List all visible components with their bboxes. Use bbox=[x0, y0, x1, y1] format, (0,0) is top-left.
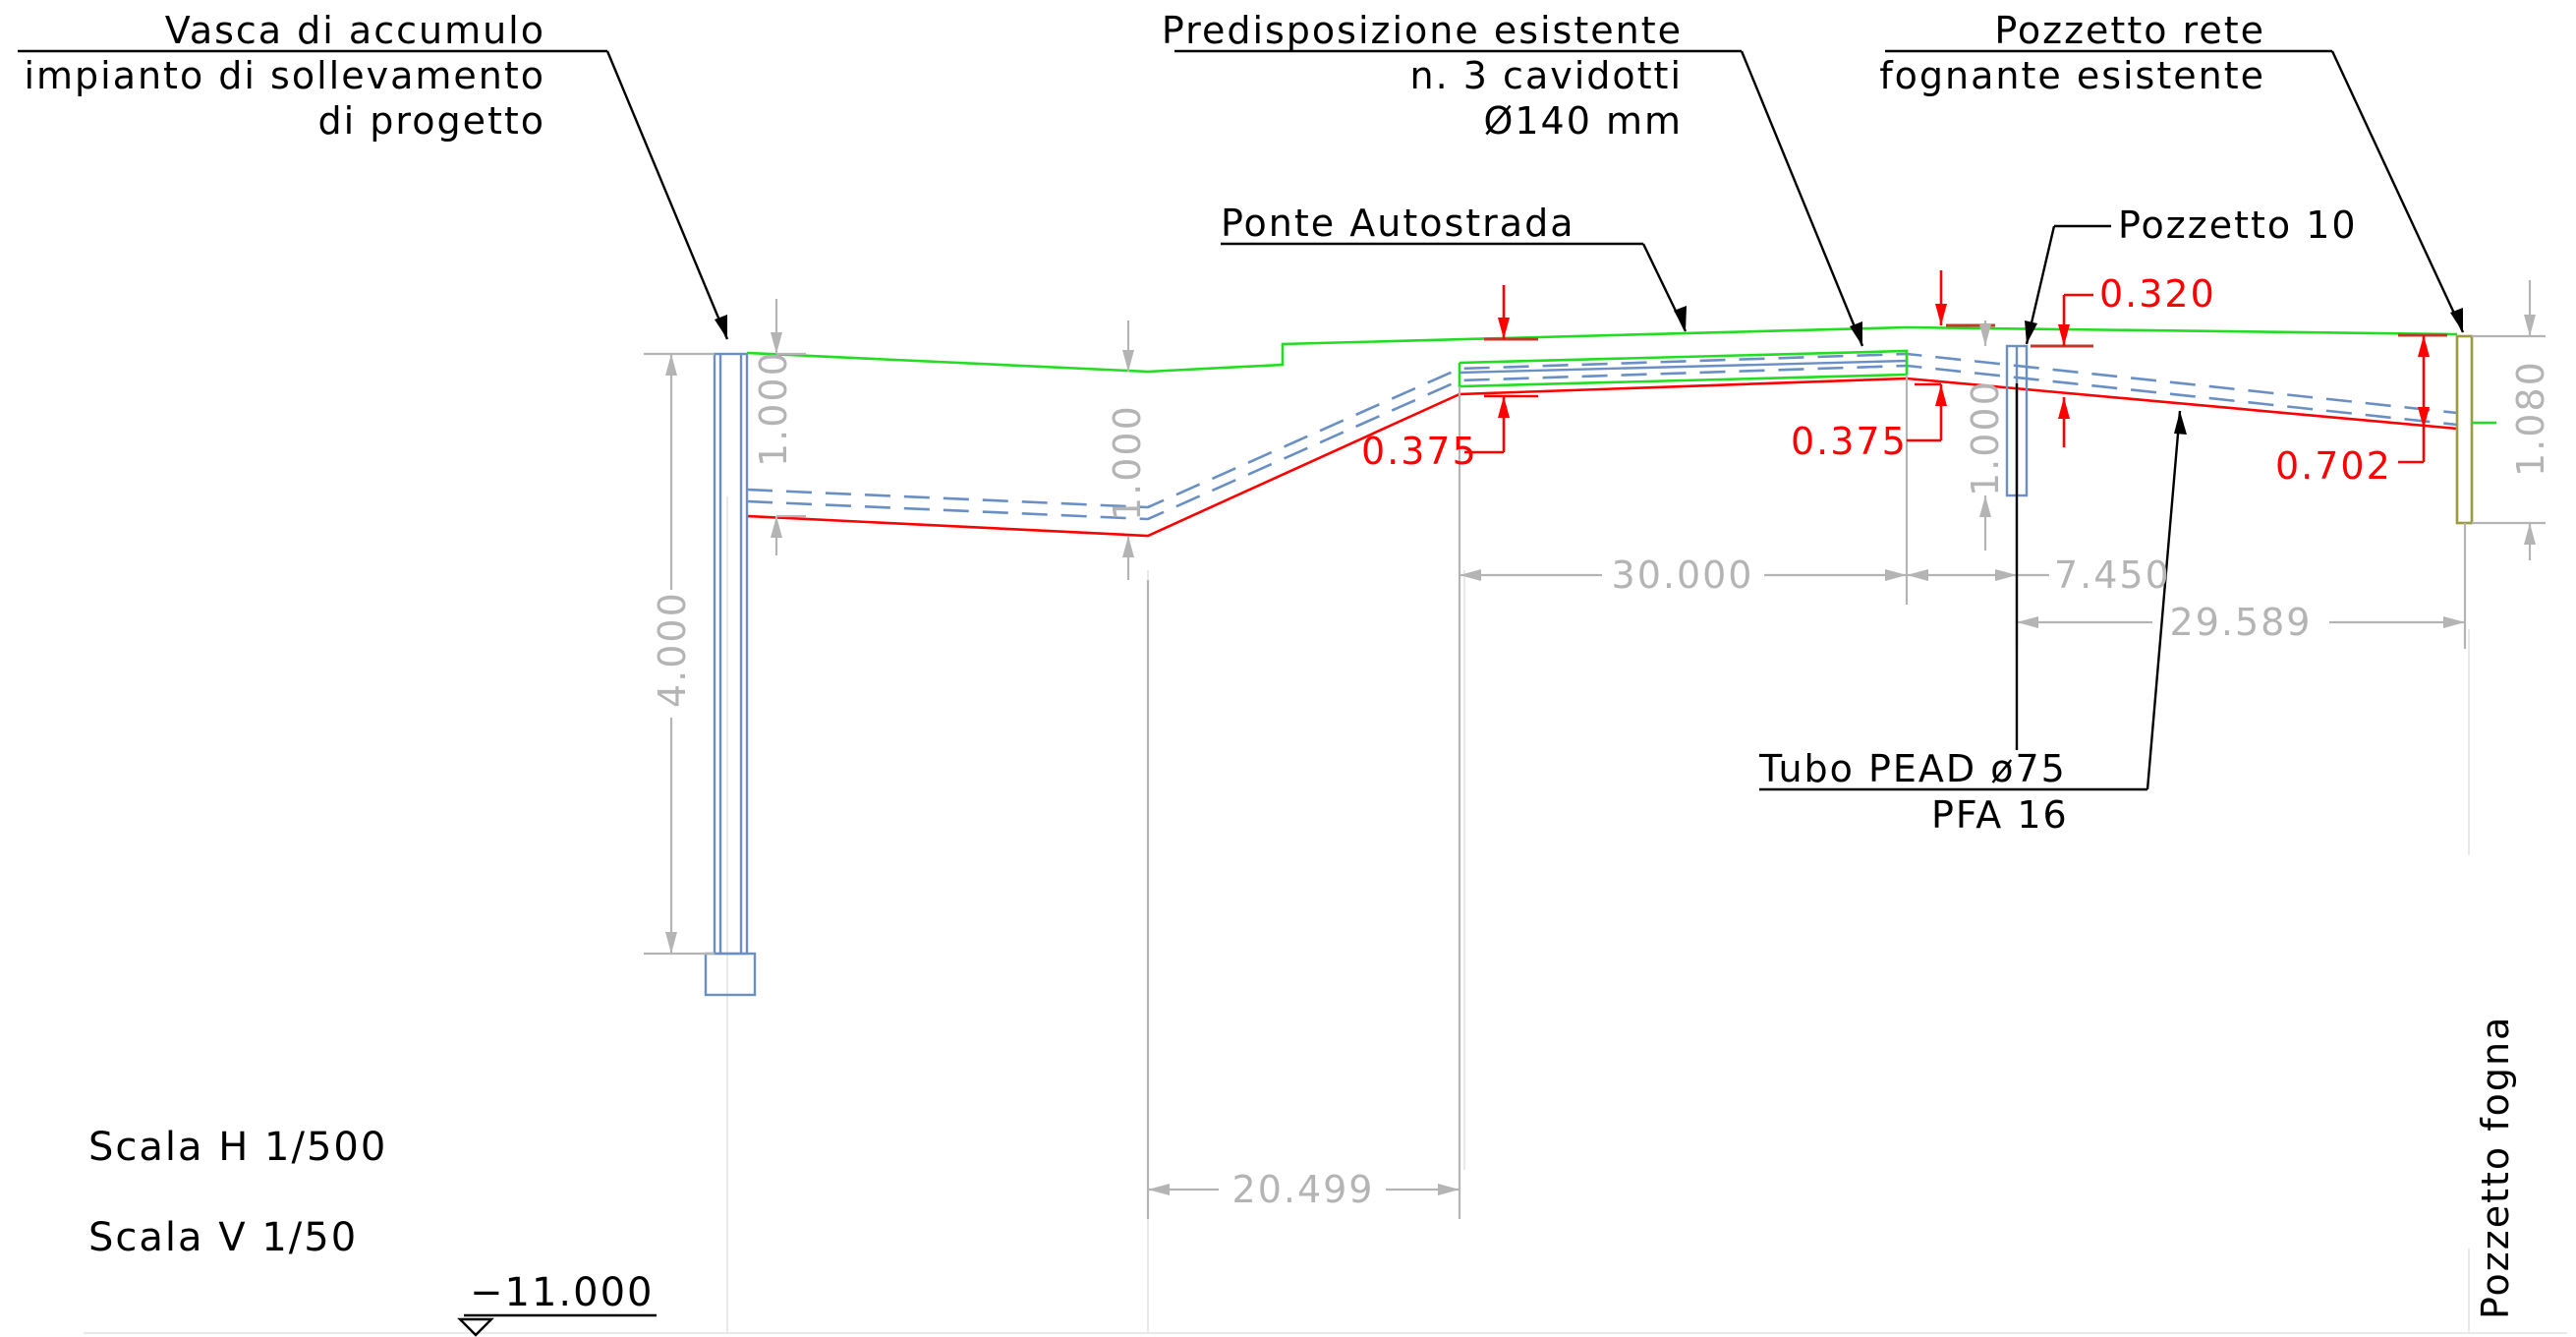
dim-length-29: 29.589 bbox=[2170, 601, 2313, 644]
scale-block: Scala H 1/500 Scala V 1/50 −11.000 bbox=[88, 1125, 654, 1315]
predisposizione-label-line-2: n. 3 cavidotti bbox=[1410, 54, 1683, 97]
dim-depth-mid: 1.000 bbox=[1106, 404, 1149, 521]
dimension-values-red: 0.375 0.375 0.320 0.702 bbox=[1361, 272, 2392, 488]
elevation-marker bbox=[457, 1313, 657, 1337]
scale-v: Scala V 1/50 bbox=[88, 1215, 358, 1260]
dim-length-30: 30.000 bbox=[1612, 553, 1754, 597]
predisposizione-label-line-1: Predisposizione esistente bbox=[1162, 9, 1683, 52]
tubo-label-line-2: PFA 16 bbox=[1931, 793, 2069, 837]
dim-red-375-a: 0.375 bbox=[1361, 430, 1478, 473]
dim-red-375-b: 0.375 bbox=[1791, 420, 1908, 463]
vasca-structure bbox=[704, 352, 757, 997]
elevation-value: −11.000 bbox=[470, 1270, 654, 1315]
dim-red-702: 0.702 bbox=[2275, 444, 2392, 488]
dim-depth-p10: 1.000 bbox=[1964, 379, 2007, 496]
pozzetto-fogna-structure bbox=[2455, 334, 2496, 525]
dim-red-320: 0.320 bbox=[2099, 272, 2216, 316]
dimension-values-grey: 1.000 1.000 1.000 4.000 1.080 30.000 7.4… bbox=[651, 350, 2552, 1211]
leader-lines bbox=[18, 49, 2465, 791]
tubo-label-line-1: Tubo PEAD ø75 bbox=[1758, 747, 2067, 790]
dim-length-7: 7.450 bbox=[2054, 553, 2171, 597]
annotation-labels: Vasca di accumulo impianto di sollevamen… bbox=[24, 9, 2517, 1319]
dim-height-fogna: 1.080 bbox=[2509, 360, 2552, 477]
pozzetto-rete-label-line-1: Pozzetto rete bbox=[1994, 9, 2265, 52]
dim-length-20: 20.499 bbox=[1232, 1168, 1375, 1211]
pozzetto-rete-label-line-2: fognante esistente bbox=[1879, 54, 2265, 97]
predisposizione-label-line-3: Ø140 mm bbox=[1483, 99, 1683, 143]
pozzetto10-label: Pozzetto 10 bbox=[2118, 203, 2358, 247]
vasca-label-line-2: impianto di sollevamento bbox=[24, 54, 545, 97]
dim-depth-vasca: 1.000 bbox=[752, 350, 795, 467]
terrain-line bbox=[746, 325, 2458, 374]
scale-h: Scala H 1/500 bbox=[88, 1125, 387, 1170]
ponte-label: Ponte Autostrada bbox=[1221, 202, 1575, 245]
vasca-label-line-3: di progetto bbox=[318, 99, 545, 143]
pozzetto-fogna-label: Pozzetto fogna bbox=[2474, 1016, 2517, 1319]
dimension-graphics-red bbox=[1464, 270, 2430, 464]
vasca-label-line-1: Vasca di accumulo bbox=[165, 9, 545, 52]
conduit-lines bbox=[746, 352, 2458, 521]
dimension-graphics-grey bbox=[644, 280, 2546, 1219]
dim-height-vasca: 4.000 bbox=[651, 591, 694, 708]
